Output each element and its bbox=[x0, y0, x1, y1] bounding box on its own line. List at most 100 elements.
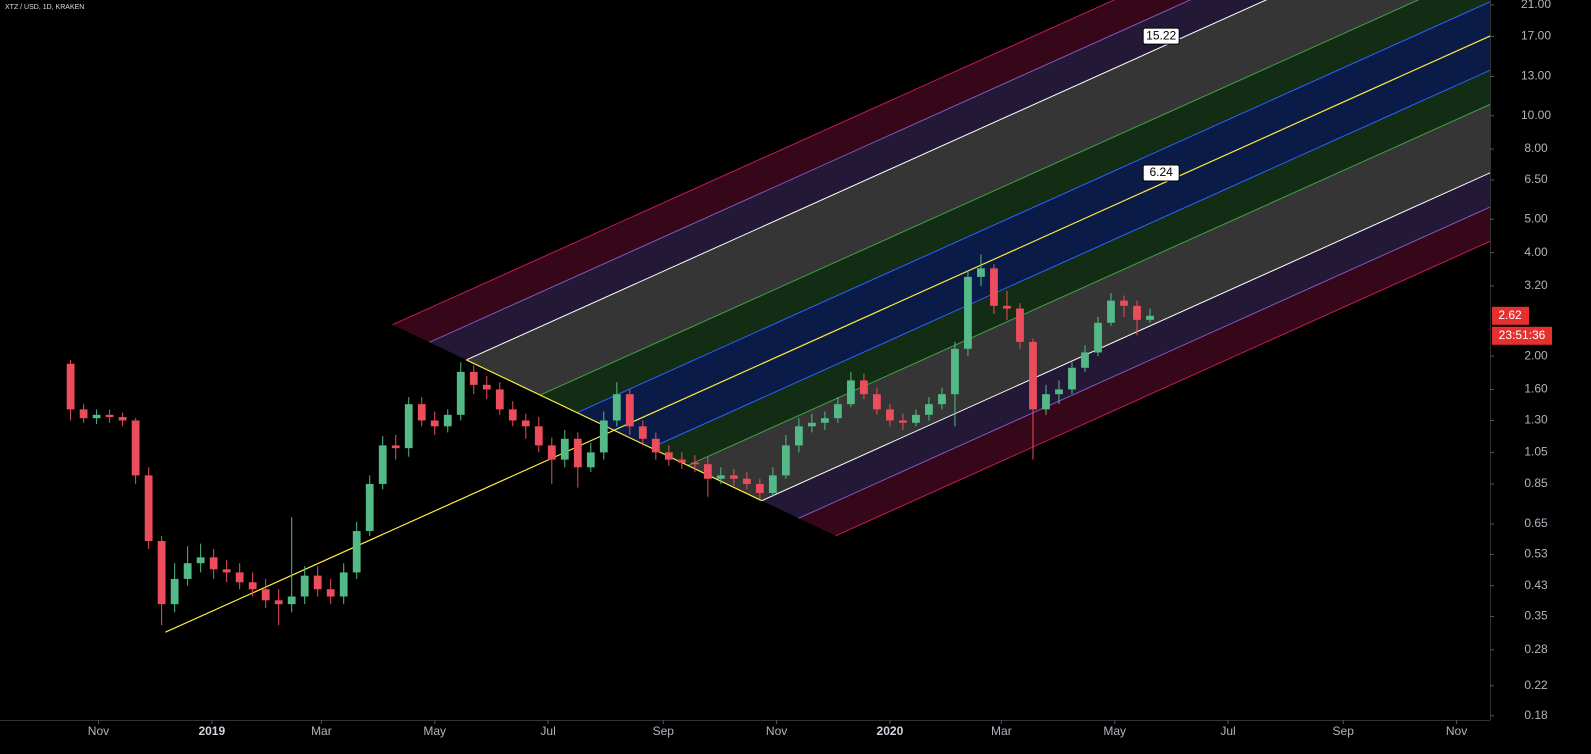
y-tick-label: 3.20 bbox=[1524, 278, 1548, 292]
annotations: 15.22 6.24 bbox=[1142, 27, 1180, 182]
candle-body bbox=[170, 578, 179, 605]
candle-body bbox=[899, 420, 907, 423]
pitchfork-level-line bbox=[539, 0, 1420, 396]
level-label-box bbox=[1142, 27, 1180, 45]
candle-body bbox=[599, 420, 608, 453]
candle-body bbox=[196, 557, 205, 564]
candle-body bbox=[677, 459, 686, 463]
countdown: 23:51:36 bbox=[1499, 328, 1546, 342]
candle-body bbox=[66, 363, 75, 410]
countdown-box bbox=[1492, 326, 1552, 345]
pitchfork-level-line bbox=[576, 1, 1490, 414]
candle-body bbox=[534, 426, 543, 446]
candle-body bbox=[469, 371, 478, 385]
candle-body bbox=[703, 464, 712, 479]
candle-body bbox=[157, 541, 166, 605]
y-tick-label: 5.00 bbox=[1524, 211, 1548, 225]
y-tick-label: 10.00 bbox=[1521, 108, 1551, 122]
pitchfork-level-line bbox=[466, 0, 1268, 361]
candle-body bbox=[547, 445, 556, 460]
candle-body bbox=[755, 483, 764, 493]
pitchfork-band bbox=[429, 0, 1266, 360]
candle-body bbox=[912, 414, 920, 423]
x-tick-label: 2019 bbox=[198, 724, 225, 738]
candle-body bbox=[925, 404, 933, 415]
candle-body bbox=[612, 394, 621, 421]
candle-body bbox=[794, 426, 803, 446]
axes: 21.00 17.00 13.00 10.00 8.00 6.50 5.00 4.00 3.20… bbox=[88, 0, 1552, 738]
candle-body bbox=[1133, 305, 1141, 320]
pitchfork-band bbox=[761, 172, 1490, 519]
y-tick-label: 6.50 bbox=[1524, 172, 1548, 186]
candle-body bbox=[339, 572, 348, 597]
candle-body bbox=[183, 563, 192, 579]
pitchfork-band bbox=[392, 0, 1190, 343]
x-tick-label: Jul bbox=[540, 724, 555, 738]
candle-body bbox=[573, 438, 582, 468]
candle-body bbox=[482, 384, 491, 390]
candle-body bbox=[105, 414, 114, 418]
pitchfork-band bbox=[798, 207, 1490, 536]
y-tick-label: 0.28 bbox=[1524, 642, 1548, 656]
x-tick-label: Mar bbox=[311, 724, 332, 738]
candle-body bbox=[1068, 367, 1076, 390]
pitchfork-level-line bbox=[798, 206, 1490, 519]
pitchfork-band bbox=[577, 1, 1490, 431]
y-tick-label: 1.60 bbox=[1524, 382, 1548, 396]
candle-body bbox=[248, 582, 257, 590]
candle-body bbox=[886, 409, 894, 421]
candle-body bbox=[391, 445, 400, 449]
pitchfork-band bbox=[614, 36, 1490, 448]
pitchfork-band bbox=[687, 104, 1490, 501]
candle-body bbox=[638, 426, 647, 439]
candle-body bbox=[977, 268, 985, 277]
candle-body bbox=[873, 394, 881, 410]
pitchfork-level-line bbox=[761, 172, 1490, 502]
candle-body bbox=[951, 348, 959, 395]
last-price-label: 2.62 bbox=[1498, 308, 1522, 322]
level-label-box bbox=[1142, 164, 1180, 182]
x-tick-label: May bbox=[1103, 724, 1126, 738]
candle-body bbox=[274, 600, 283, 605]
y-tick-label: 0.35 bbox=[1524, 609, 1548, 623]
candle-body bbox=[235, 572, 244, 583]
level-label: 6.24 bbox=[1149, 165, 1173, 179]
candle-body bbox=[92, 414, 101, 419]
candle-body bbox=[690, 462, 699, 465]
candle-body bbox=[131, 420, 140, 476]
pitchfork-band bbox=[540, 0, 1490, 413]
candle-body bbox=[990, 268, 998, 306]
candle-body bbox=[326, 589, 335, 597]
chart-title: XTZ / USD, 1D, KRAKEN bbox=[5, 4, 84, 11]
candle-body bbox=[1003, 305, 1011, 309]
y-tick-label: 0.18 bbox=[1524, 708, 1548, 722]
candle-body bbox=[820, 418, 829, 423]
y-tick-label: 0.65 bbox=[1524, 516, 1548, 530]
pitchfork-level-line bbox=[650, 69, 1490, 449]
pitchfork-handle bbox=[466, 359, 762, 502]
candle-body bbox=[1094, 322, 1102, 353]
candle-body bbox=[768, 475, 777, 493]
candle-body bbox=[742, 478, 751, 484]
pitchfork-level-line bbox=[392, 0, 1116, 326]
candle-body bbox=[300, 575, 309, 597]
y-tick-label: 0.43 bbox=[1524, 578, 1548, 592]
level-label: 15.22 bbox=[1146, 28, 1176, 42]
pitchfork-level-line bbox=[429, 0, 1192, 343]
x-tick-label: 2020 bbox=[877, 724, 904, 738]
candle-body bbox=[313, 575, 322, 590]
x-tick-label: Nov bbox=[766, 724, 787, 738]
pitchfork-band bbox=[466, 0, 1419, 396]
candle-body bbox=[625, 394, 634, 427]
pitchfork[interactable] bbox=[165, 0, 1591, 633]
candle-body bbox=[1107, 300, 1115, 323]
candle-body bbox=[664, 452, 673, 460]
pitchfork-band bbox=[650, 70, 1490, 466]
candle-body bbox=[964, 276, 972, 349]
y-tick-label: 1.05 bbox=[1524, 445, 1548, 459]
x-tick-label: Nov bbox=[1446, 724, 1467, 738]
candle-body bbox=[1081, 352, 1089, 368]
